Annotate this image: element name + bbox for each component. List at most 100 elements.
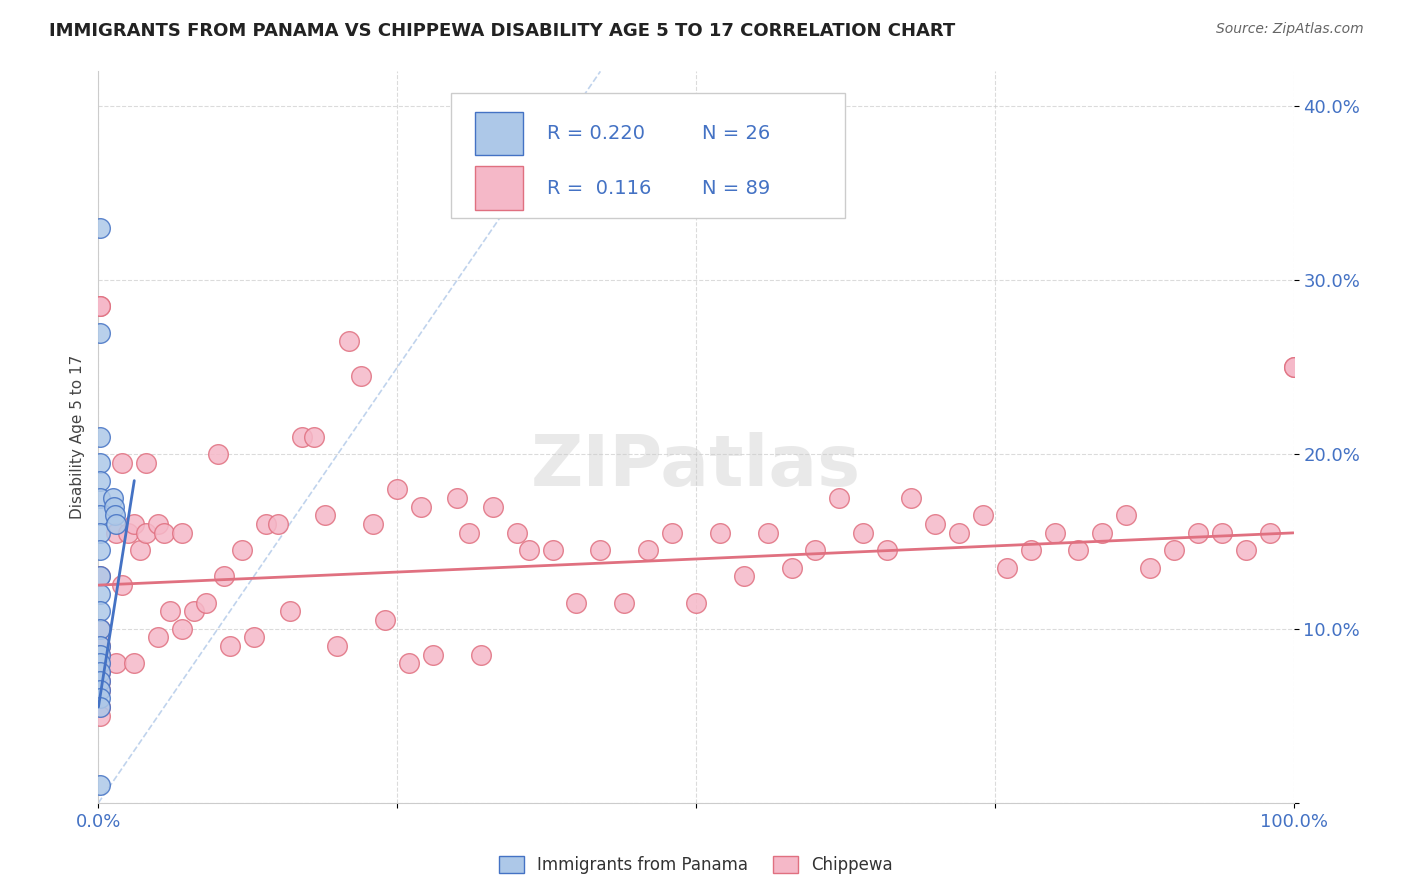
Point bbox=[195, 595, 218, 609]
Point bbox=[89, 682, 111, 697]
Point bbox=[1019, 543, 1042, 558]
Point bbox=[1139, 560, 1161, 574]
Point bbox=[1187, 525, 1209, 540]
Point bbox=[89, 778, 111, 792]
Text: R = 0.220: R = 0.220 bbox=[547, 124, 644, 143]
Point bbox=[89, 700, 111, 714]
Point bbox=[124, 657, 146, 671]
Point bbox=[111, 578, 134, 592]
Point bbox=[89, 665, 111, 680]
Point bbox=[363, 517, 385, 532]
Point bbox=[326, 639, 349, 653]
Point bbox=[243, 631, 266, 645]
Point bbox=[135, 456, 157, 470]
FancyBboxPatch shape bbox=[451, 94, 845, 218]
Point bbox=[89, 639, 111, 653]
Text: ZIPatlas: ZIPatlas bbox=[531, 432, 860, 500]
Point bbox=[89, 569, 111, 583]
Point bbox=[104, 508, 127, 523]
Point bbox=[506, 525, 529, 540]
Point bbox=[159, 604, 181, 618]
Point bbox=[207, 448, 229, 462]
Point bbox=[1211, 525, 1233, 540]
Point bbox=[89, 569, 111, 583]
Point bbox=[101, 491, 124, 505]
Point bbox=[1091, 525, 1114, 540]
Point bbox=[148, 517, 170, 532]
Point bbox=[183, 604, 205, 618]
Point bbox=[422, 648, 444, 662]
Point bbox=[89, 657, 111, 671]
Point bbox=[89, 665, 111, 680]
Point bbox=[315, 508, 337, 523]
Point bbox=[124, 517, 146, 532]
Point bbox=[1258, 525, 1281, 540]
Point bbox=[105, 657, 128, 671]
Text: Source: ZipAtlas.com: Source: ZipAtlas.com bbox=[1216, 22, 1364, 37]
Point bbox=[446, 491, 468, 505]
Point bbox=[565, 595, 588, 609]
Point bbox=[733, 569, 755, 583]
Point bbox=[129, 543, 152, 558]
Point bbox=[876, 543, 898, 558]
Point bbox=[948, 525, 970, 540]
Point bbox=[172, 622, 194, 636]
Bar bbox=[475, 167, 523, 211]
Point bbox=[1115, 508, 1137, 523]
Point bbox=[339, 334, 361, 349]
Point bbox=[411, 500, 433, 514]
Point bbox=[105, 517, 128, 532]
Point bbox=[89, 604, 111, 618]
Point bbox=[89, 300, 111, 314]
Point bbox=[231, 543, 253, 558]
Point bbox=[900, 491, 922, 505]
Point bbox=[89, 430, 111, 444]
Point bbox=[756, 525, 779, 540]
Point bbox=[117, 525, 139, 540]
Point bbox=[89, 657, 111, 671]
Point bbox=[153, 525, 176, 540]
Point bbox=[89, 491, 111, 505]
Text: N = 89: N = 89 bbox=[702, 179, 770, 198]
Point bbox=[172, 525, 194, 540]
Point bbox=[278, 604, 301, 618]
Point bbox=[89, 474, 111, 488]
Text: R =  0.116: R = 0.116 bbox=[547, 179, 651, 198]
Point bbox=[924, 517, 946, 532]
Point bbox=[105, 525, 128, 540]
Point bbox=[89, 221, 111, 235]
Point bbox=[89, 326, 111, 340]
Point bbox=[780, 560, 803, 574]
Point bbox=[1043, 525, 1066, 540]
Point bbox=[148, 631, 170, 645]
Point bbox=[350, 369, 373, 384]
Point bbox=[89, 543, 111, 558]
Point bbox=[89, 708, 111, 723]
Point bbox=[481, 500, 505, 514]
Point bbox=[852, 525, 875, 540]
Point bbox=[685, 595, 707, 609]
Point bbox=[89, 622, 111, 636]
Point bbox=[1282, 360, 1305, 375]
Point bbox=[89, 587, 111, 601]
Text: IMMIGRANTS FROM PANAMA VS CHIPPEWA DISABILITY AGE 5 TO 17 CORRELATION CHART: IMMIGRANTS FROM PANAMA VS CHIPPEWA DISAB… bbox=[49, 22, 956, 40]
Point bbox=[89, 639, 111, 653]
Point bbox=[89, 648, 111, 662]
Point bbox=[89, 300, 111, 314]
Point bbox=[613, 595, 636, 609]
Point bbox=[541, 543, 564, 558]
Point bbox=[385, 483, 409, 497]
Point bbox=[89, 456, 111, 470]
Point bbox=[398, 657, 420, 671]
Point bbox=[89, 508, 111, 523]
Point bbox=[219, 639, 242, 653]
Y-axis label: Disability Age 5 to 17: Disability Age 5 to 17 bbox=[69, 355, 84, 519]
Point bbox=[517, 543, 540, 558]
Point bbox=[89, 622, 111, 636]
Point bbox=[1234, 543, 1257, 558]
Text: N = 26: N = 26 bbox=[702, 124, 770, 143]
Point bbox=[89, 648, 111, 662]
Point bbox=[589, 543, 612, 558]
Point bbox=[89, 673, 111, 688]
Point bbox=[661, 525, 683, 540]
